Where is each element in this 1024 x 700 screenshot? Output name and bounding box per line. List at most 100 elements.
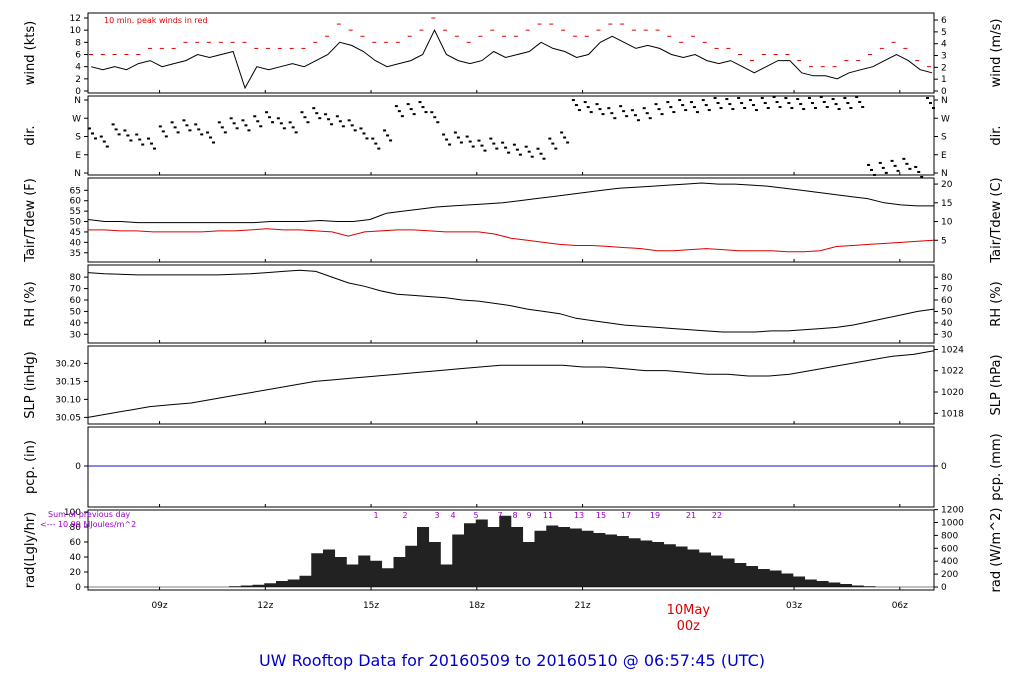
dir-point	[359, 127, 363, 130]
rad-bar	[229, 586, 242, 587]
dir-point	[477, 139, 481, 142]
y-axis-label-right: Tair/Tdew (C)	[989, 177, 1004, 263]
rad-bar	[804, 579, 817, 587]
dir-point	[929, 102, 932, 105]
y-tick-label-left: 60	[70, 197, 82, 207]
dir-point	[645, 112, 649, 115]
y-tick-label-left: S	[75, 133, 81, 143]
y-axis-label-right: wind (m/s)	[989, 19, 1004, 88]
dir-point	[586, 106, 590, 109]
y-tick-label-left: 0	[75, 462, 81, 472]
dir-point	[117, 133, 121, 136]
rad-bar	[440, 564, 453, 587]
rad-bar	[334, 557, 347, 587]
dir-point	[123, 129, 127, 132]
dir-point	[150, 142, 154, 145]
y-tick-label-right: 20	[941, 180, 953, 190]
rad-bar	[358, 555, 371, 587]
dir-point	[566, 141, 570, 144]
dir-point	[819, 96, 823, 99]
dir-point	[748, 99, 752, 102]
dir-point	[905, 162, 909, 165]
y-tick-label-right: 800	[941, 531, 958, 541]
y-axis-label-left: wind (kts)	[23, 21, 38, 85]
rad-bar	[464, 523, 477, 587]
dir-point	[212, 141, 216, 144]
wind-speed-line	[90, 29, 933, 90]
temp-line-tair	[87, 182, 934, 224]
y-tick-label-left: 45	[70, 228, 81, 238]
dir-point	[217, 121, 221, 124]
dir-point	[244, 124, 248, 127]
rad-bar	[452, 534, 465, 587]
dir-point	[256, 120, 260, 123]
y-axis-label-right: pcp. (mm)	[989, 433, 1004, 500]
dir-point	[810, 102, 814, 105]
dir-point	[94, 137, 97, 140]
y-tick-label-right: 6	[941, 16, 947, 26]
rad-bar	[499, 515, 512, 587]
dir-point	[518, 153, 522, 156]
y-tick-label-right: 80	[941, 273, 953, 283]
rad-bar	[475, 519, 488, 587]
hour-label: 17	[621, 511, 631, 520]
rad-bar	[346, 564, 359, 587]
rad-bar	[840, 584, 853, 587]
y-tick-label-left: 2	[75, 75, 81, 85]
dir-point	[601, 113, 605, 116]
y-tick-label-left: 35	[70, 249, 81, 259]
dir-point	[147, 137, 151, 140]
dir-point	[630, 109, 634, 112]
dir-point	[908, 167, 912, 170]
y-axis-label-right: rad (W/m^2)	[989, 508, 1004, 593]
y-tick-label-right: 400	[941, 557, 958, 567]
y-tick-label-right: 1	[941, 75, 947, 85]
dir-point	[751, 104, 755, 107]
rad-bar	[569, 528, 582, 587]
dir-point	[775, 101, 779, 104]
hour-label: 5	[473, 511, 478, 520]
dir-point	[855, 96, 859, 99]
rad-bar	[828, 582, 841, 587]
dir-point	[483, 149, 487, 152]
hour-label: 22	[712, 511, 722, 520]
y-tick-label-right: 200	[941, 570, 958, 580]
dir-point	[563, 136, 567, 139]
dir-point	[400, 115, 404, 118]
dir-point	[893, 164, 897, 167]
dir-point	[105, 145, 109, 148]
dir-point	[229, 117, 233, 120]
dir-point	[837, 108, 841, 111]
y-tick-label-left: 50	[70, 218, 82, 228]
dir-point	[182, 119, 186, 122]
dir-point	[701, 99, 705, 102]
dir-point	[849, 107, 853, 110]
dir-point	[111, 123, 115, 126]
dir-point	[153, 147, 157, 150]
y-tick-label-left: 30.05	[55, 413, 81, 423]
y-tick-label-right: 5	[941, 28, 947, 38]
dir-point	[300, 111, 304, 114]
x-tick-label: 06z	[892, 601, 908, 611]
dir-point	[799, 103, 803, 106]
y-tick-label-left: 30.15	[55, 377, 81, 387]
y-tick-label-right: 10	[941, 218, 953, 228]
dir-point	[99, 135, 103, 138]
y-tick-label-right: W	[941, 114, 950, 124]
dir-point	[318, 117, 322, 120]
hour-label: 1	[373, 511, 378, 520]
rad-bar	[687, 549, 700, 587]
rad-bar	[781, 573, 794, 587]
hour-label: 15	[596, 511, 606, 520]
dir-point	[315, 112, 319, 115]
dir-point	[173, 126, 177, 129]
rad-bar	[405, 545, 418, 587]
dir-point	[914, 165, 918, 168]
dir-point	[194, 123, 198, 126]
y-tick-label-right: 0	[941, 462, 947, 472]
dir-point	[813, 107, 817, 110]
dir-point	[666, 101, 670, 104]
dir-point	[515, 148, 519, 151]
